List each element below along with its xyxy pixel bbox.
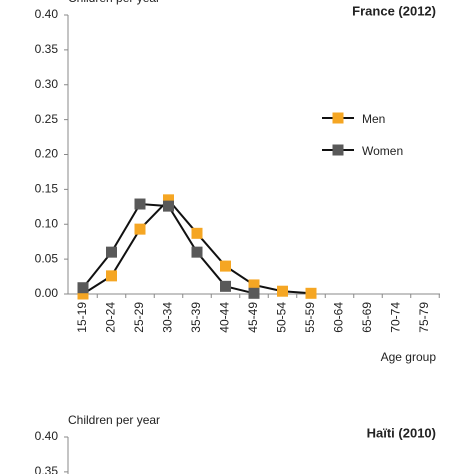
x-tick-label: 60-64 (332, 302, 346, 333)
chart-title: France (2012) (352, 3, 436, 18)
x-axis-label: Age group (381, 350, 437, 364)
y-tick-label: 0.40 (35, 7, 59, 21)
legend-label: Women (362, 144, 403, 158)
point (305, 287, 317, 299)
y-axis-label: Children per year (68, 413, 160, 427)
point (277, 285, 288, 297)
x-tick-label: 40-44 (218, 302, 232, 333)
point (163, 194, 174, 206)
legend-marker (332, 144, 344, 156)
y-tick-label: 0.10 (35, 216, 59, 230)
x-tick-label: 45-49 (246, 302, 260, 333)
point (77, 288, 89, 300)
point (77, 282, 89, 294)
y-tick-label: 0.25 (35, 112, 59, 126)
point (134, 223, 146, 235)
point (220, 280, 231, 292)
point (106, 246, 117, 258)
x-tick-label: 65-69 (360, 302, 374, 333)
x-tick-label: 30-34 (161, 302, 175, 333)
point (134, 198, 146, 210)
y-tick-label: 0.35 (35, 42, 59, 56)
x-tick-label: 70-74 (389, 302, 403, 333)
x-tick-label: 55-59 (303, 302, 317, 333)
y-axis-label: Children per year (68, 0, 160, 5)
point (106, 270, 117, 282)
point (220, 260, 231, 272)
y-tick-label: 0.05 (35, 251, 59, 265)
y-tick-label: 0.30 (35, 77, 59, 91)
point (191, 227, 203, 239)
point (248, 287, 260, 299)
point (163, 200, 174, 212)
x-tick-label: 15-19 (75, 302, 89, 333)
legend-label: Men (362, 112, 385, 126)
y-tick-label: 0.40 (35, 429, 59, 443)
legend-marker (332, 112, 344, 124)
x-tick-label: 75-79 (417, 302, 431, 333)
y-tick-label: 0.00 (35, 286, 59, 300)
y-tick-label: 0.15 (35, 182, 59, 196)
y-tick-label: 0.35 (35, 464, 59, 474)
y-tick-label: 0.20 (35, 147, 59, 161)
x-tick-label: 20-24 (104, 302, 118, 333)
point (191, 246, 203, 258)
x-tick-label: 25-29 (132, 302, 146, 333)
x-tick-label: 35-39 (189, 302, 203, 333)
x-tick-label: 50-54 (275, 302, 289, 333)
chart-title: Haïti (2010) (367, 425, 436, 440)
point (248, 279, 260, 291)
